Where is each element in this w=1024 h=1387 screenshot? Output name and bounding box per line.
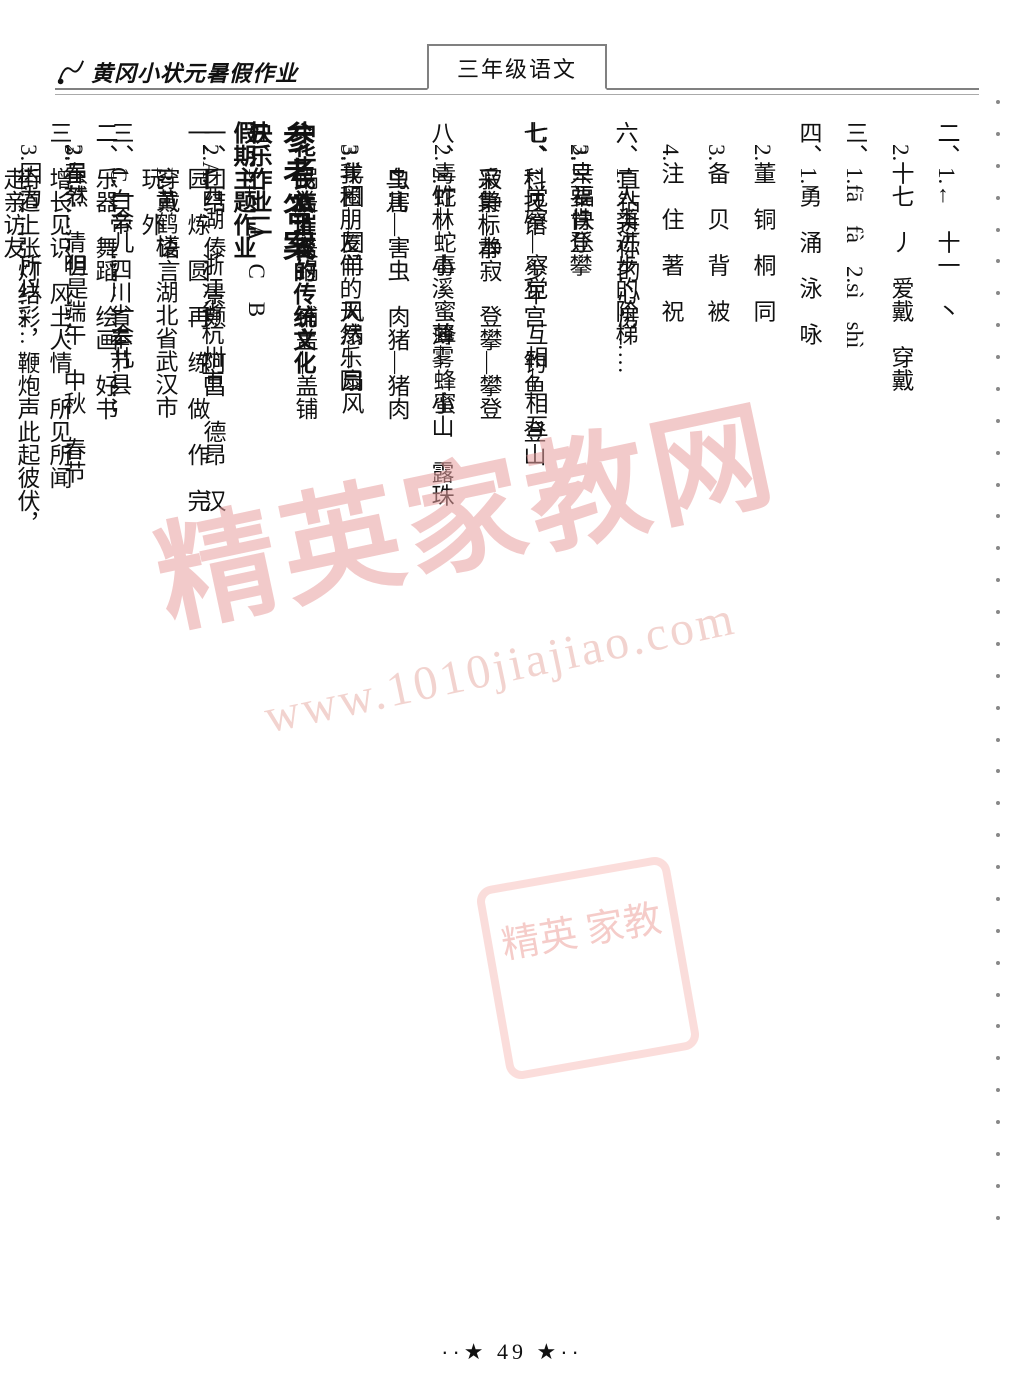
subject-text: 三年级语文 [457,57,577,82]
text-line: 2.十七 丿 爱戴 穿戴 [877,121,923,1313]
top-rule: 黄冈小状元暑假作业 三年级语文 [55,40,979,90]
text-line: 中华民族璀璨的传统文化 [279,121,325,1313]
text-line: 三、1.fā fà 2.sì shì [831,121,877,1313]
text-line: C.白帝 四川省奉节县 [95,121,141,1313]
text-line: 2.只要肯登攀 [555,121,601,1313]
page-star-left: ··★ [441,1339,487,1364]
text-line: 四、1.勇 涌 泳 咏 [785,121,831,1313]
subject-tab: 三年级语文 [427,44,607,90]
text-line: 3.春节 清明 端午 中秋 春节 [49,121,95,1313]
text-line: 八、2.竹林 小溪 薄雾 小山 露珠 [417,121,463,1313]
thin-rule [55,94,979,95]
brand-text: 黄冈小状元暑假作业 [91,56,298,88]
text-line: 七、科技馆 少年宫 钓鱼 登山 [509,121,555,1313]
text-line: B.黄鹤楼 湖北省武汉市 [141,121,187,1313]
text-line: 3.备 贝 背 被 [693,121,739,1313]
column-3: 二、1.← 十一 丶 2.十七 丿 爱戴 穿戴三、1.fā fà 2.sì sh… [655,117,975,1317]
text-line: 3.我和朋友们的天然乐园 [325,121,371,1313]
page-star-right: ★·· [537,1339,583,1364]
binding-dots [996,100,1000,1220]
brand: 黄冈小状元暑假作业 [55,56,298,88]
text-line: 采集标本 [463,121,509,1313]
text-line: 2.董 铜 桐 同 [739,121,785,1313]
text-line: 街道上张灯结彩，鞭炮声此起彼伏， [3,121,49,1313]
text-line: 2.A.西湖 浙江省杭州市 [187,121,233,1313]
page-number: ··★ 49 ★·· [441,1339,583,1365]
text-line: 二、1.← 十一 丶 [923,121,969,1313]
columns: 参考答案假期主题作业一、园 炼 圆 再 练 做 作 完 玩 外二、乐器 舞蹈 绘… [55,117,979,1317]
text-line: 家家户户和和美美吃团圆饭，爷爷 [0,121,3,1313]
page-num: 49 [497,1339,527,1364]
brand-icon [55,57,85,87]
text-line: 六、1.人类进步的阶梯 [601,121,647,1313]
text-line: 鸟儿 [371,121,417,1313]
text-line: 五、1.D A C B [233,121,279,1313]
text-line: 4.注 住 著 祝 [647,121,693,1313]
page-root: 黄冈小状元暑假作业 三年级语文 参考答案假期主题作业一、园 炼 圆 再 练 做 … [0,0,1024,1387]
